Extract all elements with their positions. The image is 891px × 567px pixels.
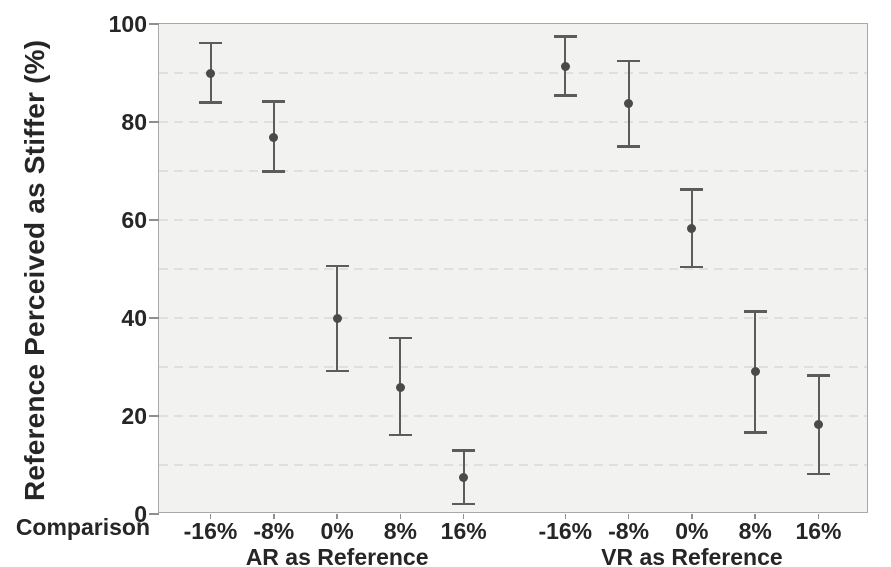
x-tick-label-0--16%: -16% bbox=[183, 518, 238, 544]
x-axis-title-comparison: Comparison bbox=[15, 514, 150, 540]
x-tick-label-1-16%: 16% bbox=[795, 518, 842, 544]
y-tick-label-80: 80 bbox=[121, 109, 147, 135]
y-tick-60 bbox=[149, 219, 159, 221]
gridline-30 bbox=[159, 366, 867, 368]
y-tick-label-100: 100 bbox=[108, 11, 147, 37]
data-point-marker bbox=[560, 61, 570, 71]
y-tick-80 bbox=[149, 121, 159, 123]
error-bar-cap-bottom bbox=[553, 94, 577, 97]
plot-area: 0 20 40 60 80 100 -16% -8% 0% 8% 16% AR as Referenc… bbox=[109, 11, 868, 567]
data-point-marker bbox=[624, 99, 634, 109]
error-bar-cap-bottom bbox=[743, 431, 767, 434]
error-bar-cap-bottom bbox=[807, 472, 830, 476]
error-bar-cap-bottom bbox=[388, 433, 412, 437]
y-tick-label-40: 40 bbox=[121, 305, 147, 331]
error-bar-cap-bottom bbox=[262, 170, 286, 173]
error-bar-cap-top bbox=[262, 100, 286, 103]
error-bar-cap-bottom bbox=[617, 145, 641, 148]
y-tick-20 bbox=[149, 415, 159, 417]
x-tick-0--16% bbox=[209, 514, 212, 519]
x-tick-1-16% bbox=[817, 514, 820, 519]
x-tick-1-0% bbox=[691, 514, 693, 519]
error-bar-cap-bottom bbox=[325, 369, 349, 373]
error-bar-cap-top bbox=[743, 310, 767, 313]
x-tick-label-1--8%: -8% bbox=[608, 518, 650, 544]
x-tick-label-0-8%: 8% bbox=[383, 518, 418, 544]
x-tick-0-16% bbox=[462, 514, 465, 519]
data-point-marker bbox=[687, 224, 697, 234]
gridline-80 bbox=[159, 121, 867, 123]
x-tick-0--8% bbox=[273, 514, 275, 519]
x-tick-label-0-16%: 16% bbox=[440, 518, 487, 544]
x-tick-label-1-8%: 8% bbox=[738, 518, 772, 544]
data-point-marker bbox=[395, 382, 405, 392]
gridline-40 bbox=[159, 317, 867, 319]
data-point-marker bbox=[750, 366, 760, 376]
group-label-1: VR as Reference bbox=[601, 544, 783, 567]
data-point-marker bbox=[332, 314, 342, 324]
data-point-marker bbox=[206, 68, 215, 78]
data-point-marker bbox=[459, 473, 469, 483]
error-bar-cap-bottom bbox=[452, 502, 476, 506]
group-label-0: AR as Reference bbox=[245, 544, 429, 567]
error-bar-cap-top bbox=[617, 59, 641, 62]
error-bar-cap-bottom bbox=[199, 101, 222, 104]
y-tick-40 bbox=[149, 317, 159, 319]
x-tick-label-1-0%: 0% bbox=[675, 518, 709, 544]
error-bar-cap-top bbox=[199, 41, 222, 45]
x-tick-1-8% bbox=[754, 514, 756, 519]
y-tick-label-60: 60 bbox=[121, 207, 147, 233]
gridline-70 bbox=[159, 170, 867, 172]
error-bar-cap-top bbox=[807, 374, 830, 377]
x-tick-label-0-0%: 0% bbox=[320, 518, 354, 544]
data-point-marker bbox=[269, 133, 279, 143]
y-tick-100 bbox=[149, 23, 159, 25]
error-bar-cap-top bbox=[553, 35, 577, 38]
gridline-90 bbox=[159, 72, 867, 74]
y-tick-label-20: 20 bbox=[121, 403, 147, 429]
gridline-10 bbox=[159, 464, 867, 466]
x-tick-1--8% bbox=[627, 514, 630, 519]
error-bar-cap-bottom bbox=[680, 265, 704, 269]
gridline-50 bbox=[159, 268, 867, 270]
error-bar-cap-top bbox=[388, 336, 412, 340]
error-bar-cap-top bbox=[680, 188, 704, 191]
error-bar-cap-top bbox=[452, 449, 476, 452]
x-tick-0-0% bbox=[336, 514, 338, 519]
x-tick-label-0--8%: -8% bbox=[253, 518, 295, 544]
x-tick-label-1--16%: -16% bbox=[538, 518, 593, 544]
x-tick-0-8% bbox=[399, 514, 402, 519]
y-tick-0 bbox=[149, 513, 159, 515]
gridline-60 bbox=[159, 219, 867, 221]
gridline-20 bbox=[159, 415, 867, 417]
data-point-marker bbox=[814, 420, 823, 430]
y-axis-title: Reference Perceived as Stiffer (%) bbox=[19, 39, 50, 501]
error-bar-cap-top bbox=[325, 264, 349, 268]
y-tick-label-0: 0 bbox=[134, 501, 147, 527]
x-tick-1--16% bbox=[564, 514, 567, 519]
